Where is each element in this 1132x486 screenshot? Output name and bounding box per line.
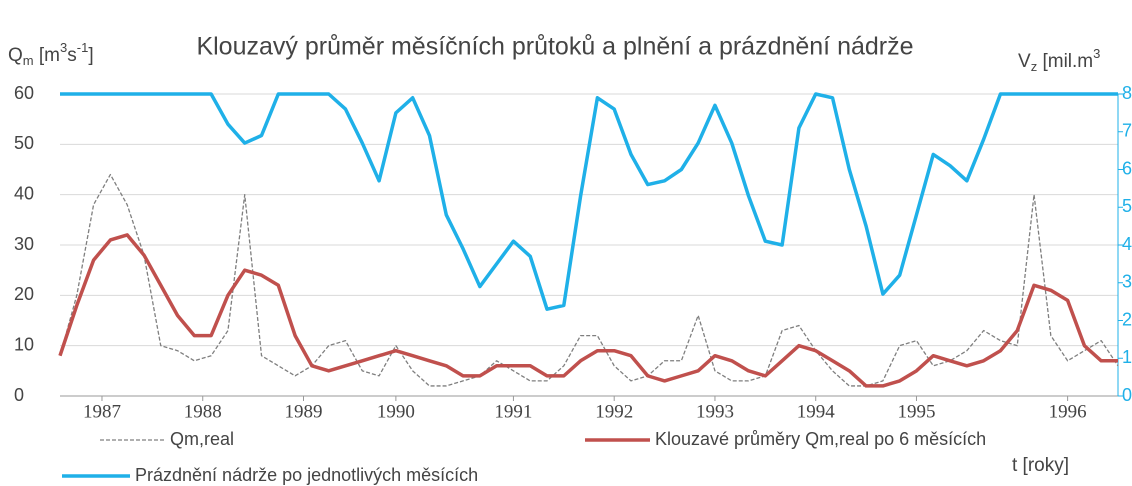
x-tick-label: 1991 [494,401,532,422]
x-tick-label: 1995 [897,401,935,422]
x-tick-label: 1993 [696,401,734,422]
y2-tick-label: 80 [1122,83,1132,103]
x-tick-label: 1992 [595,401,633,422]
x-axis-label: t [roky] [1012,455,1069,476]
y-tick-label: 30 [14,234,34,254]
y2-tick-label: 50 [1122,196,1132,216]
y2-tick-label: 70 [1122,121,1132,141]
x-tick-label: 1988 [184,401,222,422]
y-tick-label: 20 [14,284,34,304]
x-tick-label: 1990 [377,401,415,422]
y-tick-label: 50 [14,133,34,153]
y2-tick-label: 60 [1122,158,1132,178]
x-tick-label: 1989 [285,401,323,422]
y2-tick-label: 20 [1122,309,1132,329]
y-tick-label: 0 [14,385,24,405]
legend-label: Klouzavé průměry Qm,real po 6 měsících [655,429,986,449]
x-tick-label: 1987 [83,401,121,422]
chart-title: Klouzavý průměr měsíčních průtoků a plně… [196,33,913,61]
y-tick-label: 60 [14,83,34,103]
x-tick-label: 1994 [797,401,836,422]
y2-tick-label: 0 [1122,385,1132,405]
y2-tick-label: 30 [1122,272,1132,292]
y2-tick-label: 10 [1122,347,1132,367]
series-line [58,233,1118,388]
y2-axis-label: Vz [mil.m3 [1018,46,1100,74]
y-tick-label: 40 [14,183,34,203]
y-tick-label: 10 [14,334,34,354]
series-line [59,173,1119,387]
legend-label: Prázdnění nádrže po jednotlivých měsícíc… [135,465,478,485]
x-tick-label: 1996 [1049,401,1087,422]
legend-label: Qm,real [170,429,234,449]
series-line [60,92,1118,311]
y2-tick-label: 40 [1122,234,1132,254]
y-axis-label: Qm [m3s-1] [8,40,94,68]
